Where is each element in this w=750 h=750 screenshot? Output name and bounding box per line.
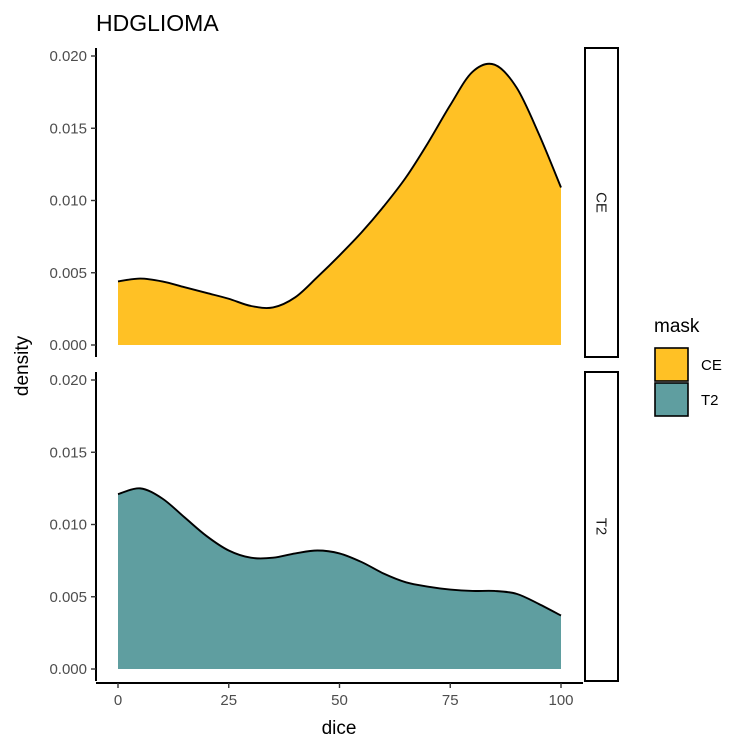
x-tick-label: 50 <box>331 692 348 709</box>
x-tick-label: 25 <box>220 692 237 709</box>
y-axis-title: density <box>12 335 33 396</box>
panel-ce: 0.000 0.005 0.010 0.015 0.020 CE <box>49 47 619 358</box>
facet-strip-label-ce: CE <box>593 192 610 213</box>
y-tick-label: 0.000 <box>49 661 87 678</box>
legend-key-ce <box>654 347 689 382</box>
y-tick-label: 0.005 <box>49 589 87 606</box>
y-tick-label: 0.020 <box>49 48 87 65</box>
density-curve-t2 <box>117 487 562 617</box>
legend: mask CE T2 <box>654 316 722 417</box>
y-tick-label: 0.015 <box>49 444 87 461</box>
legend-title: mask <box>654 316 700 337</box>
legend-key-t2 <box>654 382 689 417</box>
density-curve-ce <box>117 62 562 309</box>
y-tick-label: 0.005 <box>49 265 87 282</box>
x-axis: 0 25 50 75 100 <box>96 682 583 709</box>
x-tick-label: 100 <box>548 692 573 709</box>
legend-label-t2: T2 <box>701 392 719 409</box>
x-tick-label: 75 <box>442 692 459 709</box>
y-tick-label: 0.015 <box>49 120 87 137</box>
panel-t2: 0.000 0.005 0.010 0.015 0.020 T2 <box>49 371 619 682</box>
y-tick-label: 0.010 <box>49 193 87 210</box>
density-area-t2 <box>118 488 561 669</box>
x-axis-title: dice <box>322 718 357 739</box>
facet-strip-ce <box>584 47 619 358</box>
density-area-ce <box>118 63 561 345</box>
y-tick-label: 0.010 <box>49 517 87 534</box>
y-tick-label: 0.020 <box>49 372 87 389</box>
chart-title: HDGLIOMA <box>96 10 219 36</box>
facet-panels: 0.0000.0050.0100.0150.020CE0.0000.0050.0… <box>49 47 619 682</box>
y-tick-label: 0.000 <box>49 337 87 354</box>
facet-strip-label-t2: T2 <box>593 518 610 536</box>
x-tick-label: 0 <box>114 692 122 709</box>
facet-strip-t2 <box>584 371 619 682</box>
legend-label-ce: CE <box>701 357 722 374</box>
